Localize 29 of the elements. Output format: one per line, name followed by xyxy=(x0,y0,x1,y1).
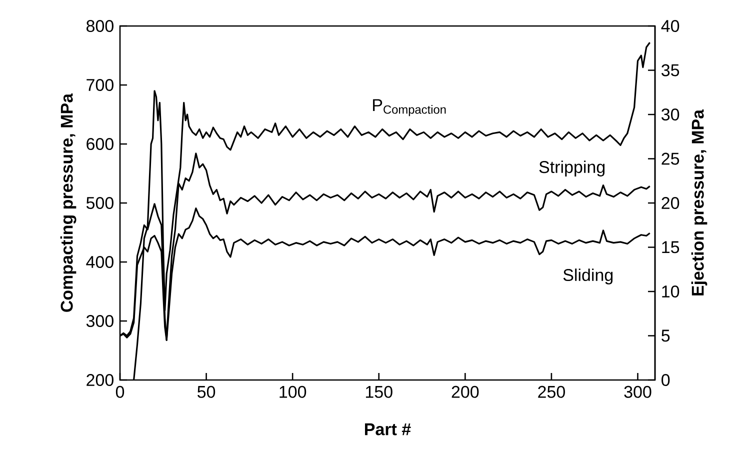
x-tick-label: 200 xyxy=(452,386,479,398)
y2-tick-label: 5 xyxy=(662,330,670,342)
y2-tick-label: 30 xyxy=(662,108,680,121)
y-tick-label: 500 xyxy=(86,196,114,210)
series-label: Sliding xyxy=(563,268,613,284)
x-axis-title: Part # xyxy=(365,423,411,436)
series-label: $\mathrm{P}_{\mathrm{Compaction}}$ xyxy=(373,99,446,116)
y2-axis-title: Ejection pressure, MPa xyxy=(691,109,708,296)
y-axis-title: Compacting pressure, MPa xyxy=(60,93,76,312)
y2-tick-label: 20 xyxy=(662,196,680,210)
series-label: Stripping xyxy=(539,160,605,176)
y2-tick-label: 25 xyxy=(662,152,680,165)
x-tick-label: 0 xyxy=(116,386,124,398)
x-tick-label: 150 xyxy=(366,386,392,398)
x-tick-label: 300 xyxy=(624,386,652,398)
y-tick-label: 400 xyxy=(86,256,114,268)
y2-tick-label: 0 xyxy=(662,374,670,386)
y2-tick-label: 35 xyxy=(662,64,680,76)
y2-tick-label: 15 xyxy=(662,241,680,254)
x-tick-label: 100 xyxy=(280,386,306,398)
y2-tick-label: 10 xyxy=(662,285,680,298)
y-tick-label: 300 xyxy=(86,314,114,328)
y-tick-label: 700 xyxy=(86,78,114,92)
y-tick-label: 200 xyxy=(86,374,114,386)
x-tick-label: 250 xyxy=(538,386,565,398)
x-tick-label: 50 xyxy=(198,386,216,398)
y-tick-label: 800 xyxy=(86,20,114,32)
y-tick-label: 600 xyxy=(86,138,114,150)
y2-tick-label: 40 xyxy=(661,20,680,32)
